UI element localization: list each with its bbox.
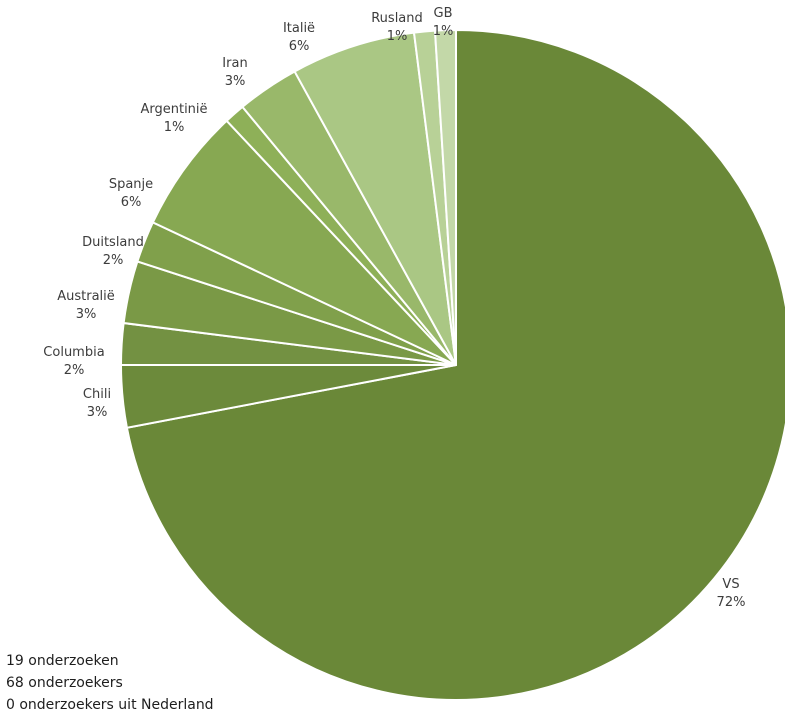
- slice-label-vs: VS 72%: [717, 577, 746, 610]
- slice-label-columbia: Columbia 2%: [43, 345, 104, 378]
- slice-label-spanje: Spanje 6%: [109, 177, 153, 210]
- slice-label-rusland: Rusland 1%: [371, 11, 423, 44]
- slice-label-australie: Australië 3%: [57, 289, 115, 322]
- note-researchers: 68 onderzoekers: [6, 675, 123, 691]
- note-studies: 19 onderzoeken: [6, 653, 119, 669]
- slice-label-argentinie: Argentinië 1%: [140, 102, 207, 135]
- slice-label-italie: Italië 6%: [283, 21, 315, 54]
- pie-slice-spanje: [151, 119, 457, 366]
- slice-label-gb: GB 1%: [433, 6, 454, 39]
- pie-slice-italie: [293, 31, 457, 366]
- slice-label-duitsland: Duitsland 2%: [82, 235, 144, 268]
- summary-notes: 19 onderzoeken 68 onderzoekers 0 onderzo…: [6, 650, 214, 716]
- slice-label-chili: Chili 3%: [83, 387, 111, 420]
- pie-slice-vs: [125, 28, 785, 701]
- note-dutch-researchers: 0 onderzoekers uit Nederland: [6, 697, 214, 713]
- pie-slice-gb: [433, 28, 457, 366]
- slice-label-iran: Iran 3%: [222, 56, 247, 89]
